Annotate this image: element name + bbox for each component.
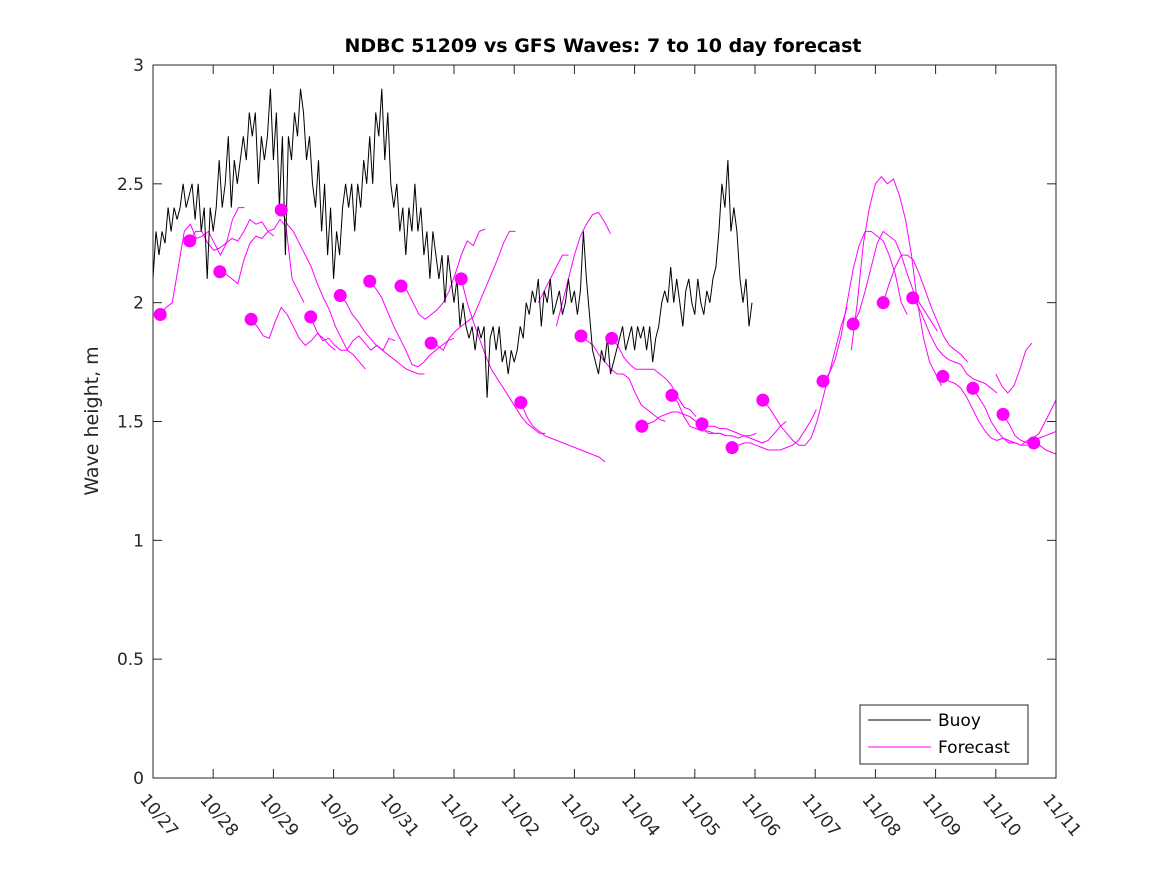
forecast-init-marker <box>454 272 468 286</box>
x-tick-label: 11/07 <box>797 790 844 840</box>
forecast-line <box>671 395 757 439</box>
forecast-init-marker <box>274 203 288 217</box>
forecast-init-marker <box>876 296 890 310</box>
forecast-line <box>912 297 998 394</box>
forecast-init-marker <box>394 279 408 293</box>
forecast-line <box>460 278 546 434</box>
forecast-init-marker <box>574 329 588 343</box>
x-tick-label: 10/30 <box>316 790 363 840</box>
y-tick-label: 2 <box>133 294 144 314</box>
forecast-line <box>641 411 727 437</box>
forecast-init-marker <box>424 336 438 350</box>
forecast-line-extra <box>537 254 569 303</box>
forecast-init-marker <box>1027 436 1041 450</box>
x-tick-label: 11/11 <box>1038 790 1085 840</box>
x-tick-label: 10/28 <box>195 790 242 840</box>
forecast-init-marker <box>605 331 619 345</box>
forecast-init-marker <box>725 441 739 455</box>
x-tick-label: 11/10 <box>978 790 1025 840</box>
y-tick-label: 0.5 <box>117 650 144 670</box>
legend-box <box>859 704 1029 765</box>
forecast-line <box>701 421 787 444</box>
forecast-init-marker <box>333 289 347 303</box>
x-tick-label: 11/06 <box>737 790 784 840</box>
legend-label-forecast: Forecast <box>938 738 1010 758</box>
x-tick-label: 10/31 <box>376 790 423 840</box>
forecast-init-marker <box>635 419 649 433</box>
forecast-init-marker <box>514 395 528 409</box>
forecast-init-marker <box>363 274 377 288</box>
forecast-line-extra <box>555 211 611 327</box>
forecast-line <box>339 295 425 375</box>
forecast-line <box>430 230 516 351</box>
forecast-line <box>159 207 245 315</box>
forecast-line <box>762 307 848 446</box>
forecast-init-marker <box>906 291 920 305</box>
forecast-init-marker <box>996 407 1010 421</box>
forecast-init-marker <box>846 317 860 331</box>
forecast-init-marker <box>304 310 318 324</box>
forecast-line <box>972 387 1056 446</box>
x-tick-label: 11/03 <box>557 790 604 840</box>
forecast-line <box>369 280 455 368</box>
x-tick-label: 11/01 <box>436 790 483 840</box>
forecast-line <box>400 228 486 320</box>
forecast-line <box>219 218 305 303</box>
forecast-line <box>942 375 1028 446</box>
forecast-line-extra <box>850 175 943 387</box>
x-tick-label: 11/02 <box>496 790 543 840</box>
axes-box <box>152 64 1057 779</box>
forecast-line <box>310 316 396 351</box>
forecast-init-marker <box>153 308 167 322</box>
forecast-init-marker <box>244 312 258 326</box>
forecast-init-marker <box>665 388 679 402</box>
forecast-init-marker <box>695 417 709 431</box>
legend-label-buoy: Buoy <box>938 711 981 731</box>
forecast-line <box>520 402 606 463</box>
forecast-line <box>280 209 366 370</box>
forecast-line <box>852 230 938 332</box>
forecast-line <box>822 230 908 382</box>
y-tick-label: 3 <box>133 56 144 76</box>
forecast-init-marker <box>213 265 227 279</box>
buoy-line <box>153 88 753 398</box>
y-tick-label: 1.5 <box>117 413 144 433</box>
forecast-line <box>611 337 697 418</box>
x-tick-label: 11/04 <box>617 790 664 840</box>
forecast-init-marker <box>816 374 830 388</box>
forecast-line <box>882 254 968 363</box>
x-tick-label: 10/29 <box>256 790 303 840</box>
y-tick-label: 1 <box>133 531 144 551</box>
y-axis-label: Wave height, m <box>81 346 103 495</box>
forecast-line <box>580 335 666 422</box>
forecast-init-marker <box>966 381 980 395</box>
forecast-init-marker <box>756 393 770 407</box>
x-tick-label: 11/05 <box>677 790 724 840</box>
forecast-line <box>731 409 817 451</box>
x-tick-label: 10/27 <box>135 790 182 840</box>
plot-area <box>153 88 1056 463</box>
forecast-init-marker <box>936 369 950 383</box>
forecast-line-extra <box>995 342 1033 394</box>
forecast-init-marker <box>183 234 197 248</box>
chart-title: NDBC 51209 vs GFS Waves: 7 to 10 day for… <box>344 35 861 57</box>
legend: Buoy Forecast <box>859 704 1029 765</box>
y-tick-label: 0 <box>133 769 144 789</box>
y-tick-label: 2.5 <box>117 175 144 195</box>
forecast-line <box>250 306 336 351</box>
x-tick-label: 11/09 <box>918 790 965 840</box>
forecast-line <box>189 218 275 251</box>
x-tick-label: 11/08 <box>858 790 905 840</box>
